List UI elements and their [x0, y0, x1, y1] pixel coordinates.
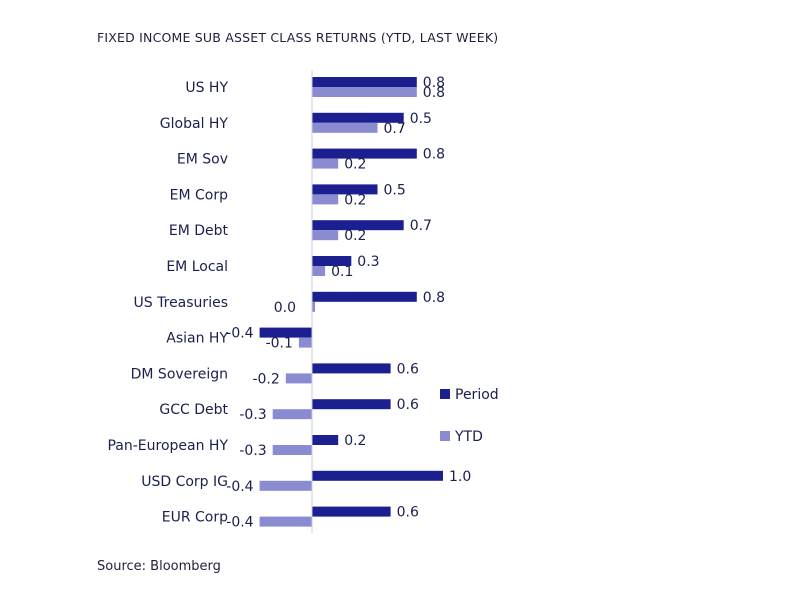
data-label-ytd-gcc-debt: -0.3: [239, 407, 266, 423]
data-label-ytd-us-hy: 0.8: [423, 85, 445, 101]
data-label-period-usd-corp-ig: 1.0: [449, 469, 471, 485]
bar-period-global-hy: [312, 112, 404, 123]
category-label-gcc-debt: GCC Debt: [159, 402, 228, 418]
data-label-ytd-em-sov: 0.2: [344, 157, 366, 173]
bar-ytd-us-hy: [312, 87, 417, 97]
bar-period-em-sov: [312, 148, 417, 159]
bar-ytd-usd-corp-ig: [259, 480, 312, 491]
data-label-period-us-treasuries: 0.8: [423, 290, 445, 306]
bar-period-em-corp: [312, 184, 378, 195]
bar-period-eur-corp: [312, 506, 391, 517]
data-label-period-em-corp: 0.5: [384, 182, 406, 198]
bar-period-us-hy: [312, 77, 417, 87]
data-label-period-global-hy: 0.5: [410, 111, 432, 127]
category-label-eur-corp: EUR Corp: [162, 510, 228, 526]
data-label-period-eur-corp: 0.6: [397, 505, 419, 521]
category-label-pan-european-hy: Pan-European HY: [107, 438, 228, 454]
bar-ytd-eur-corp: [259, 516, 312, 527]
data-label-period-em-local: 0.3: [357, 254, 379, 270]
data-label-period-asian-hy: -0.4: [226, 326, 253, 342]
bar-period-gcc-debt: [312, 399, 391, 410]
bar-ytd-em-sov: [312, 158, 339, 169]
category-label-dm-sovereign: DM Sovereign: [131, 366, 228, 382]
bar-ytd-gcc-debt: [272, 409, 312, 420]
category-label-global-hy: Global HY: [160, 116, 229, 132]
data-label-ytd-pan-european-hy: -0.3: [239, 443, 266, 459]
legend-swatch-period: [440, 389, 450, 399]
data-label-period-us-hy: 0.8: [423, 75, 445, 91]
bar-ytd-em-local: [312, 266, 326, 276]
data-label-ytd-us-treasuries: 0.0: [274, 300, 296, 316]
chart-source: Source: Bloomberg: [97, 559, 221, 574]
category-label-us-hy: US HY: [185, 80, 228, 96]
data-label-ytd-asian-hy: -0.1: [266, 336, 293, 352]
category-label-em-corp: EM Corp: [170, 187, 228, 203]
bar-period-dm-sovereign: [312, 363, 391, 374]
data-label-ytd-eur-corp: -0.4: [226, 515, 253, 531]
bar-period-em-debt: [312, 220, 404, 231]
legend-swatch-ytd: [440, 431, 450, 441]
category-label-us-treasuries: US Treasuries: [134, 295, 228, 311]
bar-ytd-em-debt: [312, 230, 339, 241]
legend: Period YTD: [440, 387, 499, 445]
bar-period-us-treasuries: [312, 291, 417, 302]
data-label-period-em-debt: 0.7: [410, 218, 432, 234]
data-label-ytd-em-local: 0.1: [331, 264, 353, 280]
category-label-em-sov: EM Sov: [177, 152, 228, 168]
legend-label-period: Period: [455, 387, 499, 403]
data-label-ytd-global-hy: 0.7: [384, 121, 406, 137]
bars-layer: [259, 77, 443, 527]
data-label-period-dm-sovereign: 0.6: [397, 361, 419, 377]
category-label-em-local: EM Local: [166, 259, 228, 275]
data-label-period-em-sov: 0.8: [423, 147, 445, 163]
bar-period-pan-european-hy: [312, 435, 339, 445]
bar-period-em-local: [312, 256, 352, 266]
data-label-period-pan-european-hy: 0.2: [344, 433, 366, 449]
category-label-usd-corp-ig: USD Corp IG: [141, 474, 228, 490]
bar-ytd-us-treasuries: [312, 301, 315, 312]
bar-period-usd-corp-ig: [312, 470, 443, 481]
data-label-ytd-em-corp: 0.2: [344, 192, 366, 208]
data-label-ytd-em-debt: 0.2: [344, 228, 366, 244]
legend-label-ytd: YTD: [454, 429, 483, 445]
category-label-em-debt: EM Debt: [169, 223, 229, 239]
bar-ytd-global-hy: [312, 122, 378, 133]
data-label-ytd-usd-corp-ig: -0.4: [226, 479, 253, 495]
bar-ytd-dm-sovereign: [285, 373, 312, 384]
bar-period-asian-hy: [259, 327, 312, 338]
category-label-asian-hy: Asian HY: [166, 331, 228, 347]
bar-ytd-pan-european-hy: [272, 445, 312, 455]
data-label-ytd-dm-sovereign: -0.2: [252, 371, 279, 387]
chart-title: FIXED INCOME SUB ASSET CLASS RETURNS (YT…: [97, 30, 499, 45]
data-label-period-gcc-debt: 0.6: [397, 397, 419, 413]
bar-ytd-asian-hy: [298, 337, 312, 348]
bar-ytd-em-corp: [312, 194, 339, 205]
